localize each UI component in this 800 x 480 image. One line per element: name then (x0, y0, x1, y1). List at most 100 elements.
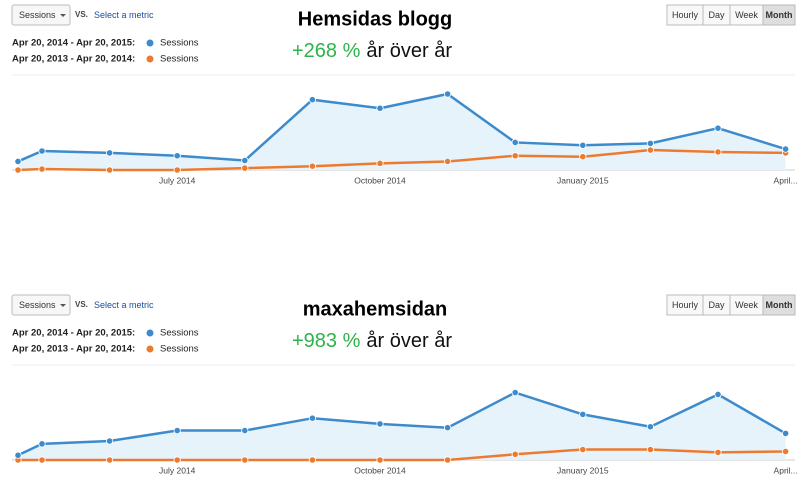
x-tick-label: October 2014 (354, 175, 406, 185)
data-point (443, 90, 452, 98)
data-point (511, 450, 519, 458)
data-point (241, 164, 249, 172)
panel: Sessions VS. Select a metric maxahemsidan Ho… (11, 294, 798, 475)
panel: Sessions VS. Select a metric Hemsidas blogg… (11, 4, 798, 185)
data-point (173, 456, 181, 464)
data-point (376, 456, 384, 464)
button-label: Week (735, 10, 758, 20)
legend-period: Apr 20, 2013 - Apr 20, 2014: (12, 344, 135, 355)
x-tick-label: January 2015 (557, 465, 609, 475)
button-label: Day (708, 300, 725, 310)
data-point (106, 437, 114, 445)
x-tick-label: July 2014 (159, 175, 196, 185)
select-metric-link[interactable]: Select a metric (94, 10, 154, 20)
area (18, 94, 786, 170)
time-button[interactable]: Day (702, 294, 731, 316)
data-point (443, 456, 452, 464)
data-point (714, 148, 722, 156)
data-point (173, 426, 181, 435)
data-point (579, 153, 587, 161)
data-point (714, 124, 722, 132)
legend-period: Apr 20, 2014 - Apr 20, 2015: (12, 38, 135, 49)
data-point (308, 96, 316, 104)
data-point (646, 139, 655, 147)
chart-title: maxahemsidan (303, 298, 448, 320)
button-label: Hourly (672, 300, 699, 310)
data-point (14, 451, 22, 459)
vs-label: VS. (75, 300, 88, 309)
time-button[interactable]: Week (729, 4, 764, 26)
data-point (14, 166, 22, 174)
time-button[interactable]: Month (762, 4, 796, 26)
data-point (714, 448, 722, 456)
data-point (241, 156, 249, 165)
legend-dot (146, 329, 154, 337)
data-point (106, 456, 114, 464)
x-tick-label: January 2015 (557, 175, 609, 185)
data-point (308, 456, 316, 464)
data-point (241, 456, 249, 464)
time-button[interactable]: Hourly (666, 4, 704, 26)
annotation-value: +983 % (292, 330, 361, 352)
legend-period: Apr 20, 2013 - Apr 20, 2014: (12, 54, 135, 65)
data-point (781, 145, 790, 153)
metric-dropdown[interactable]: Sessions (11, 4, 71, 26)
data-point (376, 159, 384, 167)
data-point (646, 146, 655, 154)
dropdown-arrow (60, 14, 66, 17)
legend-name: Sessions (160, 328, 199, 339)
annotation-text: år över år (366, 40, 452, 62)
legend-period: Apr 20, 2014 - Apr 20, 2015: (12, 328, 135, 339)
legend-dot (146, 39, 154, 47)
button-box (762, 294, 796, 316)
data-point (781, 429, 790, 437)
data-point (511, 138, 519, 147)
data-point (308, 414, 316, 422)
data-point (241, 426, 249, 435)
data-point (511, 388, 519, 397)
data-point (376, 420, 384, 428)
legend-name: Sessions (160, 54, 199, 65)
x-tick-label: April... (774, 175, 798, 185)
vs-label: VS. (75, 10, 88, 19)
data-point (173, 152, 181, 160)
button-label: Day (708, 10, 725, 20)
button-label: Month (766, 10, 793, 20)
button-label: Hourly (672, 10, 699, 20)
button-box (762, 4, 796, 26)
data-point (106, 166, 114, 174)
metric-dropdown[interactable]: Sessions (11, 294, 71, 316)
annotation: +983 % år över år (292, 330, 452, 352)
legend-dot (146, 55, 154, 63)
data-point (38, 147, 46, 155)
x-tick-label: October 2014 (354, 465, 406, 475)
data-point (443, 424, 452, 432)
legend-dot (146, 345, 154, 353)
data-point (714, 390, 722, 399)
button-label: Month (766, 300, 793, 310)
legend-name: Sessions (160, 38, 199, 49)
time-button[interactable]: Hourly (666, 294, 704, 316)
data-point (38, 165, 46, 173)
data-point (38, 456, 46, 464)
data-point (106, 149, 114, 157)
time-button[interactable]: Day (702, 4, 731, 26)
x-tick-label: April... (774, 465, 798, 475)
data-point (781, 447, 790, 456)
data-point (308, 162, 316, 170)
select-metric-link[interactable]: Select a metric (94, 300, 154, 310)
data-point (376, 104, 384, 112)
x-tick-label: July 2014 (159, 465, 196, 475)
data-point (646, 445, 655, 454)
data-point (173, 166, 181, 174)
time-button[interactable]: Week (729, 294, 764, 316)
dropdown-box (11, 4, 71, 26)
annotation-text: år över år (366, 330, 452, 352)
data-point (646, 423, 655, 431)
data-point (579, 445, 587, 454)
data-point (579, 410, 587, 419)
dropdown-label: Sessions (19, 300, 56, 310)
data-point (579, 141, 587, 149)
time-button[interactable]: Month (762, 294, 796, 316)
